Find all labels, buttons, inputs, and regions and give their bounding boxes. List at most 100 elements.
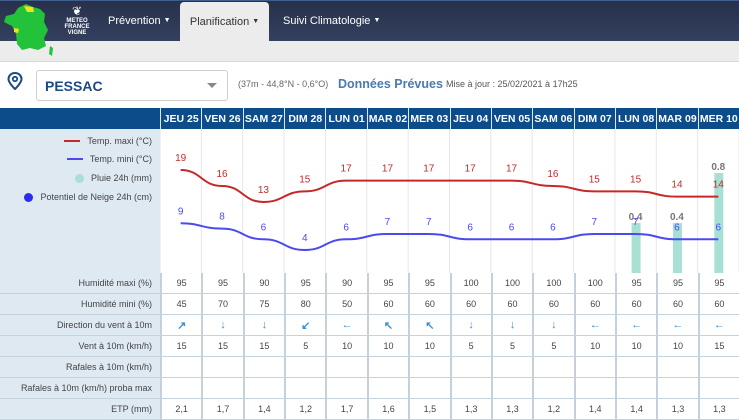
legend-pluie: Pluie 24h (mm)	[74, 173, 152, 183]
table-cell	[490, 378, 533, 399]
table-cell	[532, 378, 574, 399]
day-header: VEN 26	[201, 108, 242, 129]
teal-dot-icon	[74, 173, 84, 183]
table-cell	[614, 378, 657, 399]
chart-legend: Temp. maxi (°C) Temp. mini (°C) Pluie 24…	[0, 129, 160, 273]
rain-bar	[631, 223, 641, 273]
table-cell	[160, 378, 202, 399]
svg-text:4: 4	[302, 233, 308, 244]
svg-text:15: 15	[299, 174, 311, 185]
caret-down-icon: ▼	[163, 17, 171, 24]
table-cell	[656, 378, 698, 399]
day-header: MER 10	[697, 108, 739, 129]
caret-down-icon: ▼	[252, 18, 260, 25]
table-cell: 1,2	[284, 399, 326, 420]
arrow-icon: ↓	[509, 319, 516, 331]
france-map-icon[interactable]	[0, 0, 60, 58]
table-cell: 95	[201, 273, 243, 294]
table-cell: 95	[614, 273, 657, 294]
temp-min-line	[180, 222, 719, 251]
wind-direction-arrow-icon: ↖	[366, 315, 409, 336]
table-cell: 15	[160, 336, 202, 357]
day-header: DIM 28	[284, 108, 325, 129]
arrow-icon: ←	[631, 319, 643, 331]
table-cell: 15	[697, 336, 739, 357]
arrow-icon: ↓	[468, 319, 474, 331]
wind-direction-arrow-icon: ↓	[490, 315, 533, 336]
svg-text:15: 15	[589, 174, 601, 185]
table-cell: 60	[656, 294, 698, 315]
table-cell: 90	[242, 273, 285, 294]
svg-text:7: 7	[591, 217, 597, 228]
wind-direction-arrow-icon: ←	[656, 315, 698, 336]
table-cell	[201, 357, 243, 378]
wind-direction-arrow-icon: ↗	[160, 315, 202, 336]
table-cell	[408, 357, 450, 378]
arrow-icon: ↖	[425, 319, 435, 332]
table-cell: 75	[242, 294, 285, 315]
table-cell: 60	[490, 294, 533, 315]
meteo-france-vigne-logo: ❦ METEO FRANCE VIGNE	[62, 4, 92, 40]
table-cell: 10	[366, 336, 409, 357]
forecast-chart: 0.4 0.4 0.8 19 16 13 15 17 17 17 17 17 16 15 15 14 14 9 8 6…	[160, 129, 739, 273]
table-cell	[284, 378, 326, 399]
wind-direction-arrow-icon: ↙	[284, 315, 326, 336]
table-cell: 95	[366, 273, 409, 294]
arrow-icon: ←	[672, 319, 684, 331]
wind-direction-arrow-icon: ←	[573, 315, 615, 336]
table-cell: 5	[532, 336, 574, 357]
red-line-icon	[64, 140, 81, 142]
table-cell	[366, 378, 409, 399]
legend-temp-maxi: Temp. maxi (°C)	[64, 136, 152, 146]
arrow-icon: ←	[589, 319, 601, 331]
arrow-icon: ↖	[383, 319, 394, 332]
sub-nav-bar	[0, 41, 739, 62]
top-nav-bar	[0, 0, 739, 41]
svg-text:7: 7	[385, 217, 391, 228]
table-cell: 60	[366, 294, 409, 315]
arrow-icon: ←	[341, 319, 353, 331]
table-cell	[697, 378, 739, 399]
svg-text:6: 6	[509, 222, 515, 233]
table-cell	[325, 357, 367, 378]
table-cell: 1,2	[532, 399, 574, 420]
blue-line-icon	[66, 158, 83, 160]
location-select[interactable]: PESSAC	[36, 70, 228, 101]
svg-text:6: 6	[467, 222, 473, 233]
nav-planification[interactable]: Planification ▼	[180, 2, 269, 41]
nav-prevention[interactable]: Prévention ▼	[108, 14, 171, 27]
table-cell	[160, 357, 202, 378]
day-header: VEN 05	[490, 108, 532, 129]
rain-bar	[714, 173, 724, 273]
day-header: MAR 02	[366, 108, 408, 129]
table-cell	[697, 357, 739, 378]
wind-direction-arrow-icon: ←	[614, 315, 657, 336]
svg-text:6: 6	[550, 222, 556, 233]
svg-text:7: 7	[426, 217, 432, 228]
nav-suivi-climatologie[interactable]: Suivi Climatologie ▼	[283, 14, 381, 27]
wind-direction-arrow-icon: ←	[325, 315, 367, 336]
row-label: Rafales à 10m (km/h) proba max	[0, 378, 160, 399]
blue-dot-icon	[24, 192, 34, 202]
row-label: Vent à 10m (km/h)	[0, 336, 160, 357]
table-cell: 95	[284, 273, 326, 294]
table-cell: 60	[614, 294, 657, 315]
table-cell: 1,6	[366, 399, 409, 420]
wind-direction-arrow-icon: ↓	[532, 315, 574, 336]
table-cell	[284, 357, 326, 378]
table-cell	[573, 357, 615, 378]
table-cell	[573, 378, 615, 399]
table-cell: 1,4	[614, 399, 657, 420]
svg-text:17: 17	[465, 164, 477, 175]
days-header	[0, 108, 739, 129]
table-cell: 1,3	[490, 399, 533, 420]
svg-text:0.4: 0.4	[629, 212, 643, 223]
day-header: LUN 01	[325, 108, 366, 129]
table-cell: 1,4	[242, 399, 285, 420]
table-cell: 60	[532, 294, 574, 315]
row-label: Humidité mini (%)	[0, 294, 160, 315]
dropdown-arrow-icon	[207, 83, 217, 88]
location-coords: (37m - 44,8°N - 0,6°O)	[238, 79, 329, 89]
legend-neige: Potentiel de Neige 24h (cm)	[24, 192, 152, 202]
day-header: DIM 07	[573, 108, 615, 129]
